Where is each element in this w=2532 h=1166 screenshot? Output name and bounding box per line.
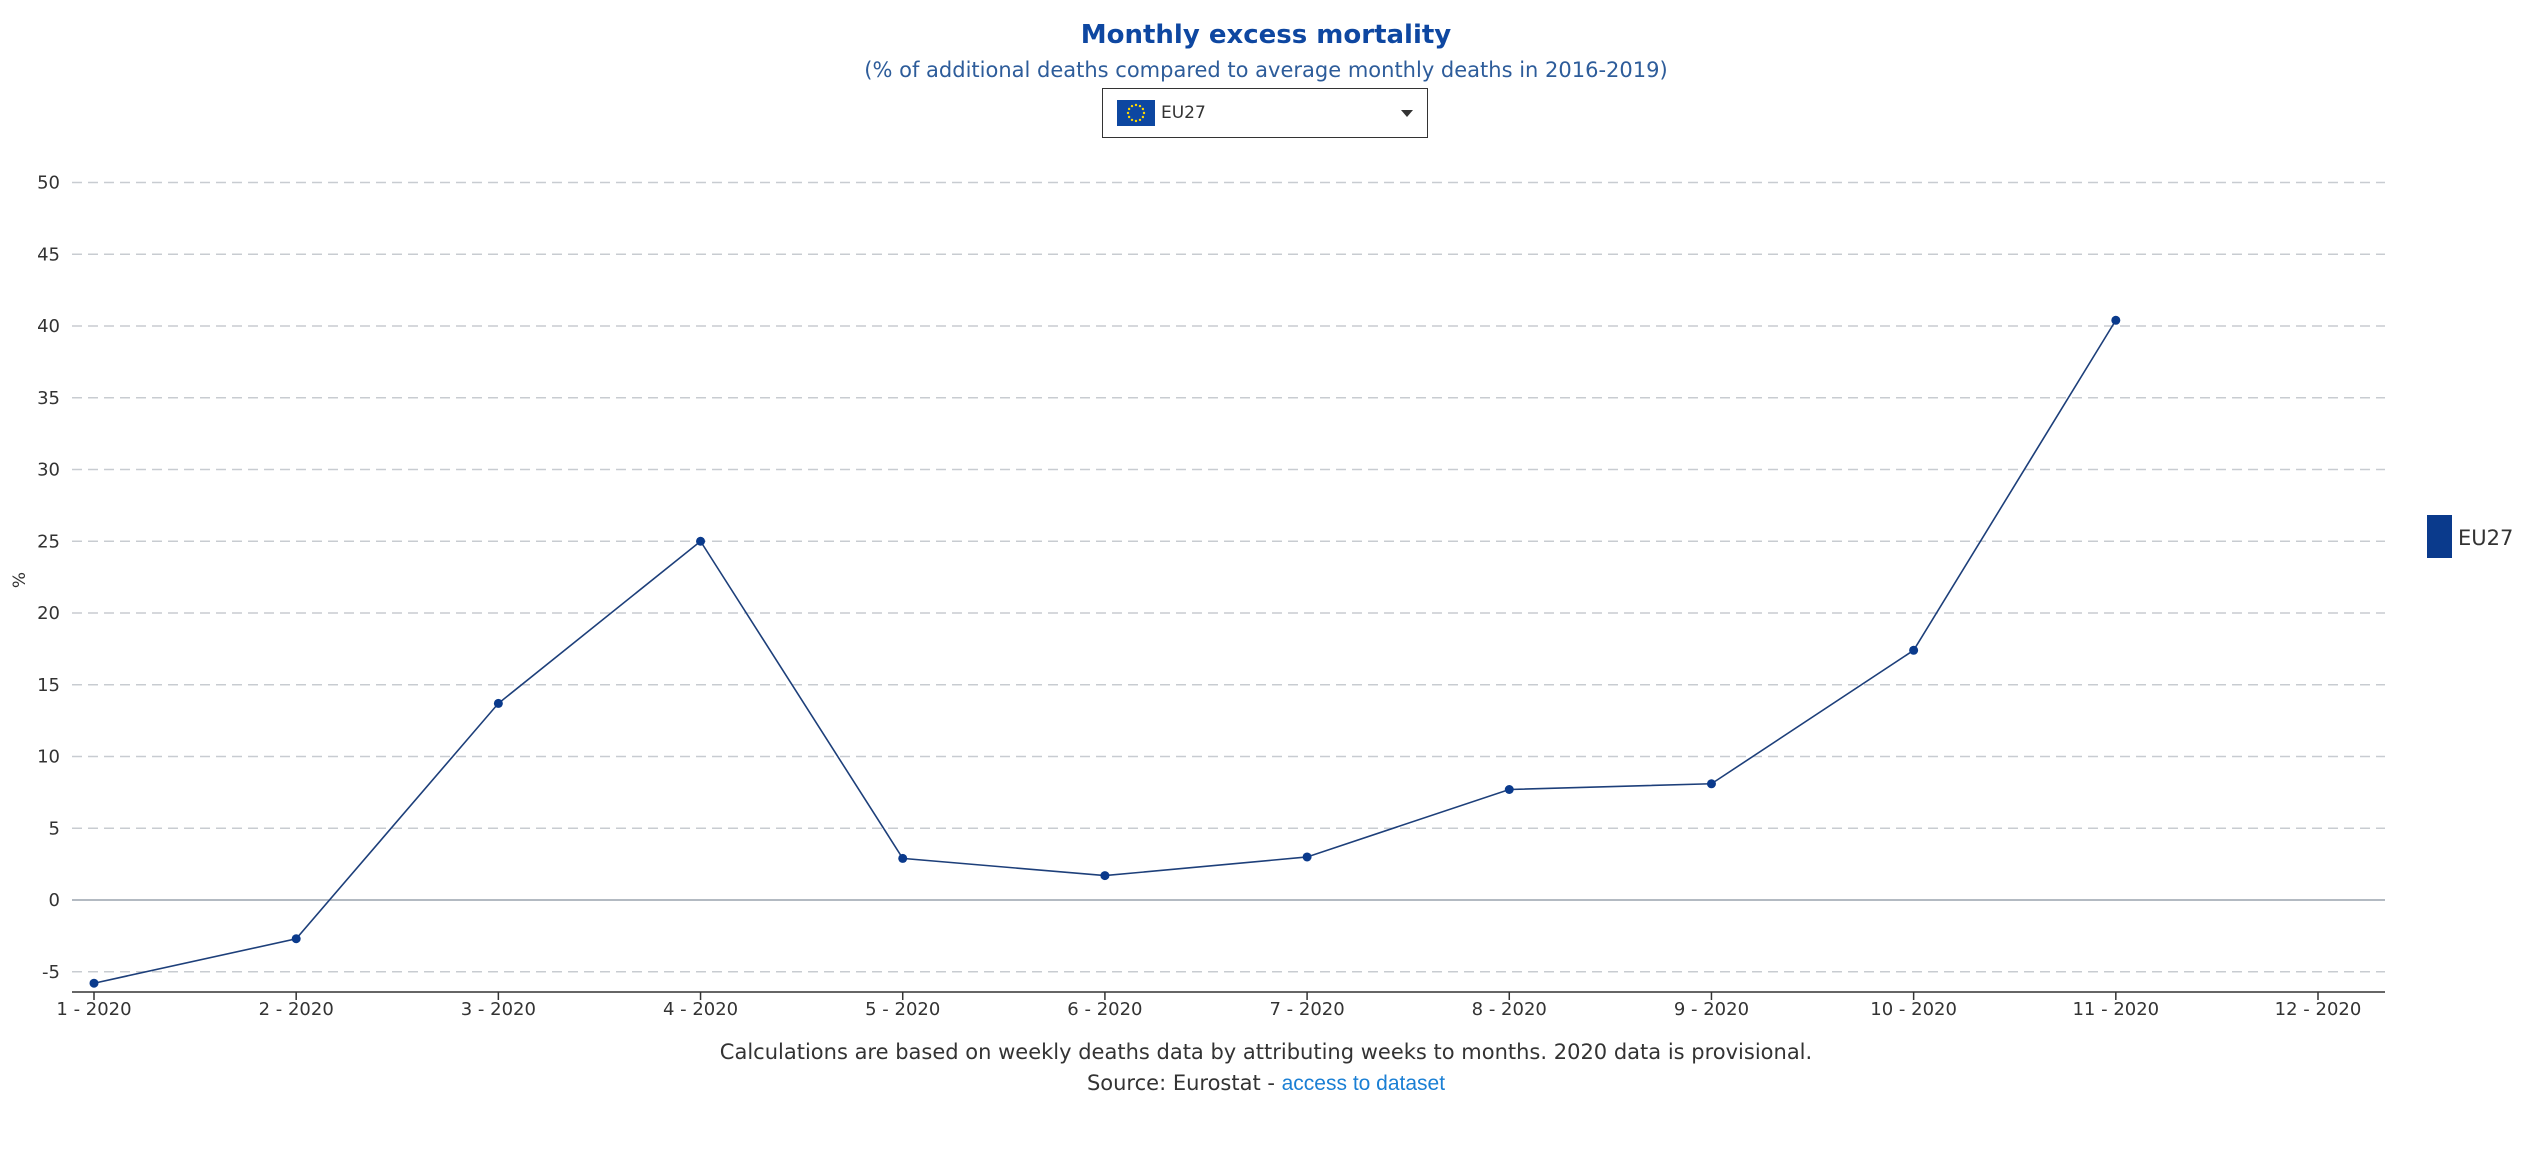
x-tick-label: 3 - 2020	[461, 999, 536, 1020]
selected-country-label: EU27	[1161, 103, 1206, 123]
grid-lines	[72, 181, 2385, 973]
y-axis-label: %	[10, 572, 30, 588]
y-tick-label: 15	[37, 675, 60, 696]
chart-title: Monthly excess mortality	[1080, 20, 1452, 50]
y-tick-label: 45	[37, 244, 60, 265]
y-tick-label: 50	[37, 173, 60, 194]
x-tick-label: 9 - 2020	[1674, 999, 1749, 1020]
x-tick-label: 8 - 2020	[1472, 999, 1547, 1020]
legend-swatch	[2427, 515, 2452, 558]
legend: EU27	[2427, 515, 2513, 558]
data-point[interactable]	[291, 934, 301, 944]
chart-subtitle: (% of additional deaths compared to aver…	[864, 58, 1668, 82]
x-tick-label: 10 - 2020	[1870, 999, 1957, 1020]
x-tick-label: 7 - 2020	[1269, 999, 1344, 1020]
data-point[interactable]	[2111, 315, 2121, 325]
source-line: Source: Eurostat - access to dataset	[0, 1071, 2532, 1096]
series-eu27	[89, 315, 2121, 988]
y-tick-label: 10	[37, 747, 60, 768]
access-dataset-link[interactable]: access to dataset	[1281, 1072, 1446, 1095]
y-tick-label: 25	[37, 531, 60, 552]
x-tick-label: 6 - 2020	[1067, 999, 1142, 1020]
x-axis: 1 - 2020 2 - 2020 3 - 2020 4 - 2020 5 - 2020…	[56, 991, 2385, 1020]
data-point[interactable]	[1909, 645, 1919, 655]
data-point[interactable]	[1504, 785, 1514, 795]
data-point[interactable]	[89, 978, 99, 988]
data-point[interactable]	[898, 853, 908, 863]
x-tick-label: 1 - 2020	[56, 999, 131, 1020]
y-tick-label: 20	[37, 603, 60, 624]
x-tick-label: 5 - 2020	[865, 999, 940, 1020]
y-tick-label: 35	[37, 388, 60, 409]
data-point[interactable]	[1302, 852, 1312, 862]
y-axis: -5 0 5 10 15 20 25 30 35 40 45 50%	[10, 173, 60, 983]
series-line-eu27	[93, 319, 2117, 985]
x-tick-label: 2 - 2020	[259, 999, 334, 1020]
source-prefix: Source: Eurostat -	[1086, 1071, 1282, 1095]
data-point[interactable]	[696, 536, 706, 546]
y-tick-label: 0	[49, 890, 60, 911]
data-point[interactable]	[493, 698, 503, 708]
data-point[interactable]	[1100, 871, 1110, 881]
x-tick-label: 11 - 2020	[2072, 999, 2159, 1020]
x-tick-label: 4 - 2020	[663, 999, 738, 1020]
eu-flag-icon	[1117, 100, 1155, 126]
y-tick-label: 40	[37, 316, 60, 337]
y-tick-label: 30	[37, 460, 60, 481]
y-tick-label: 5	[49, 818, 60, 839]
y-tick-label: -5	[42, 962, 60, 983]
x-tick-label: 12 - 2020	[2275, 999, 2362, 1020]
footnote: Calculations are based on weekly deaths …	[719, 1040, 1813, 1064]
caret-down-icon	[1401, 110, 1413, 117]
legend-label[interactable]: EU27	[2458, 526, 2513, 550]
data-point[interactable]	[1706, 779, 1716, 789]
country-selector-dropdown[interactable]: EU27	[1102, 88, 1428, 138]
